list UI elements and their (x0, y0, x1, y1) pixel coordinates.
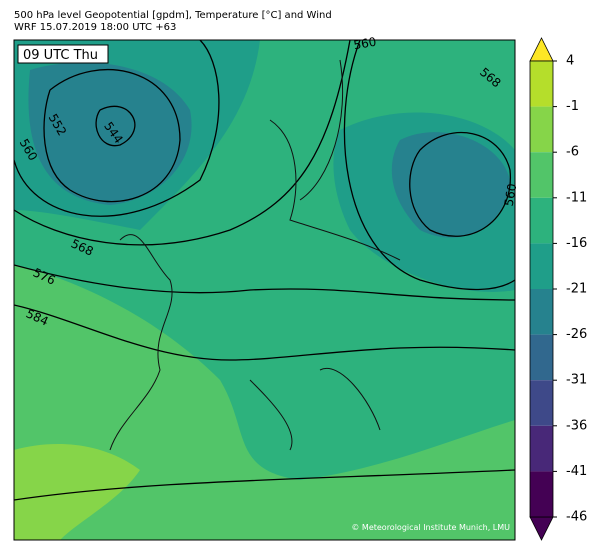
coastlines (109, 59, 401, 451)
colorbar-tick-label: -6 (566, 145, 579, 160)
title: 500 hPa level Geopotential [gpdm], Tempe… (14, 10, 332, 21)
colorbar-band (530, 425, 553, 472)
colorbar-tick-label: -1 (566, 99, 579, 114)
subtitle: WRF 15.07.2019 18:00 UTC +63 (14, 22, 176, 33)
colorbar-band (530, 334, 553, 381)
colorbar-band (530, 243, 553, 289)
map-frame (13, 39, 516, 541)
colorbar-tick-label: -21 (566, 282, 587, 297)
cold-core (28, 62, 192, 205)
colorbar-band (530, 197, 553, 244)
colorbar-band (530, 289, 553, 335)
time-label: 09 UTC Thu (23, 48, 98, 63)
colorbar-tick-label: -26 (566, 327, 587, 342)
warm-area (14, 265, 515, 540)
colorbar-over (529, 37, 554, 62)
contour-label: 560 (502, 182, 520, 207)
contours (14, 40, 515, 501)
contour-label: 560 (352, 35, 377, 53)
time-box (17, 44, 109, 64)
colorbar-tick-label: -11 (566, 190, 587, 205)
cold-core (391, 132, 510, 238)
colorbar-band (530, 106, 553, 153)
colorbar-tick-label: -46 (566, 510, 587, 525)
colorbar-band (530, 380, 553, 426)
colorbar-tick-label: 4 (566, 54, 574, 69)
colorbar-band (530, 471, 553, 517)
colorbar-band (530, 152, 553, 198)
colorbar-tick-label: -36 (566, 418, 587, 433)
map: 09 UTC Thu © Meteorological Institute Mu… (13, 39, 516, 541)
copyright: © Meteorological Institute Munich, LMU (351, 523, 510, 532)
colorbar-band (530, 61, 553, 107)
colorbar-tick-label: -31 (566, 373, 587, 388)
colorbar-tick-label: -16 (566, 236, 587, 251)
colorbar-tick-label: -41 (566, 464, 587, 479)
colorbar-under (529, 516, 554, 541)
